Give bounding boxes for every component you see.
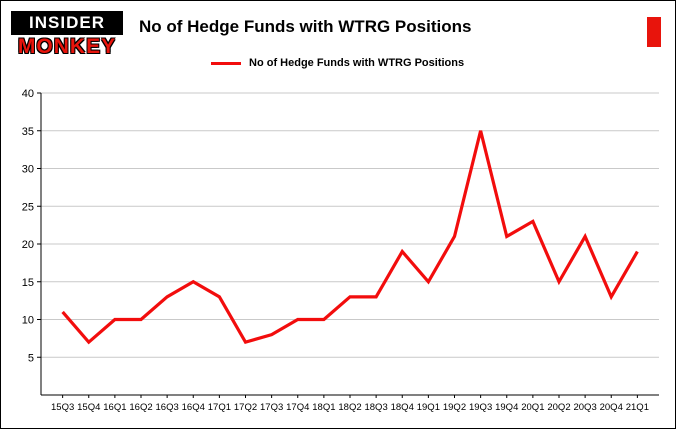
x-tick-label: 18Q1 [312, 402, 335, 413]
x-tick-label: 18Q3 [364, 402, 387, 413]
y-tick-label: 30 [22, 164, 34, 176]
chart-header: INSIDER MONKEY No of Hedge Funds with WT… [11, 9, 665, 81]
legend-line-swatch [211, 61, 241, 65]
data-line-series [61, 130, 639, 345]
chart-area: 5 10 15 20 25 30 35 40 15Q3 15Q4 16Q1 16Q2 16Q3 16Q4 1… [7, 85, 671, 426]
x-tick-label: 20Q1 [521, 402, 544, 413]
x-tick-label: 17Q1 [208, 402, 231, 413]
x-tick-label: 15Q4 [77, 402, 100, 413]
insider-monkey-logo: INSIDER MONKEY [11, 11, 123, 59]
y-tick-label: 35 [22, 126, 34, 138]
x-tick-label: 16Q1 [103, 402, 126, 413]
chart-title: No of Hedge Funds with WTRG Positions [139, 17, 472, 36]
x-tick-label: 16Q4 [182, 402, 205, 413]
logo-text-insider: INSIDER [11, 11, 123, 35]
x-tick-label: 16Q2 [129, 402, 152, 413]
x-tick-label: 15Q3 [51, 402, 74, 413]
legend: No of Hedge Funds with WTRG Positions [211, 57, 464, 69]
x-tick-label: 20Q4 [600, 402, 623, 413]
y-tick-label: 25 [22, 201, 34, 213]
y-tick-label: 20 [22, 239, 34, 251]
x-tick-label: 19Q4 [495, 402, 518, 413]
x-tick-label: 17Q2 [234, 402, 257, 413]
logo-text-monkey: MONKEY [17, 35, 117, 58]
x-tick-label: 16Q3 [156, 402, 179, 413]
x-tick-label: 18Q4 [391, 402, 414, 413]
x-tick-label: 18Q2 [338, 402, 361, 413]
legend-label: No of Hedge Funds with WTRG Positions [249, 57, 465, 69]
x-tick-label: 20Q2 [547, 402, 570, 413]
x-tick-label: 19Q2 [443, 402, 466, 413]
x-tick-label: 21Q1 [626, 402, 649, 413]
y-tick-label: 40 [22, 88, 34, 100]
y-tick-label: 10 [22, 315, 34, 327]
y-tick-label: 15 [22, 277, 34, 289]
x-tick-label: 19Q3 [469, 402, 492, 413]
x-tick-label: 17Q3 [260, 402, 283, 413]
x-tick-label: 20Q3 [573, 402, 596, 413]
red-corner-block [647, 17, 661, 47]
x-tick-label: 17Q4 [286, 402, 309, 413]
y-tick-label: 5 [28, 352, 34, 364]
x-tick-label: 19Q1 [417, 402, 440, 413]
